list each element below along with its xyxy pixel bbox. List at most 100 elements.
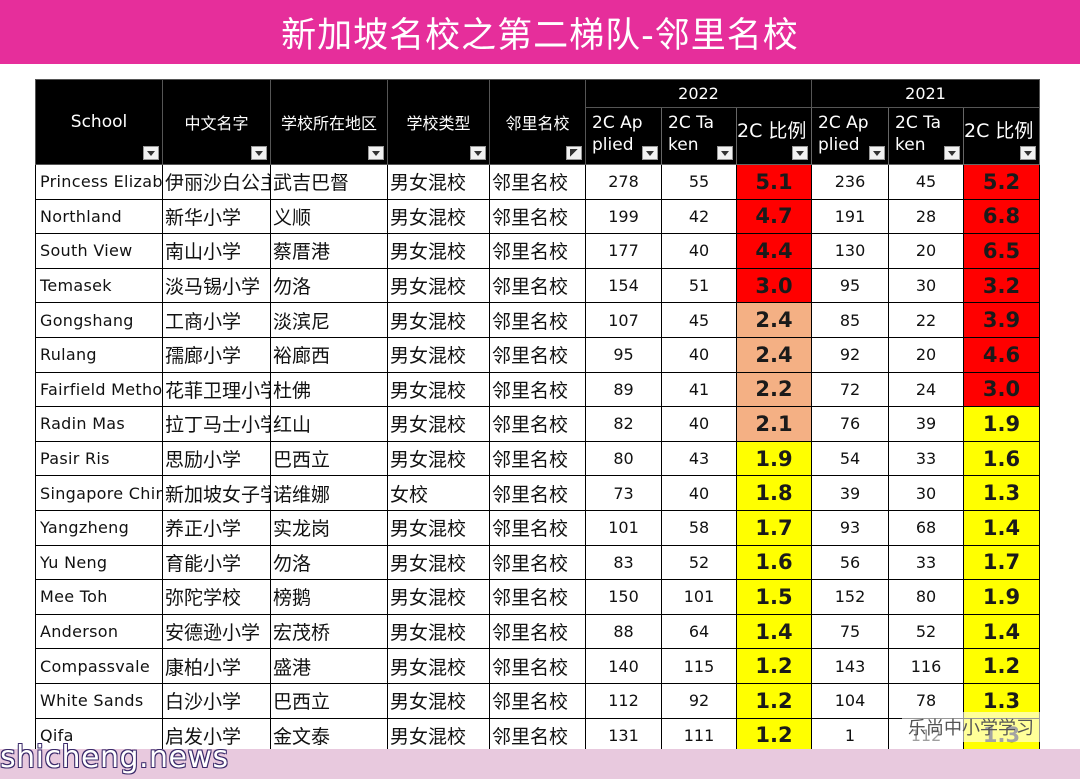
chinese-name-cell: 新华小学 — [162, 198, 271, 235]
applied-2022-cell: 107 — [585, 302, 662, 338]
school-type-cell: 男女混校 — [387, 648, 490, 684]
filter-dropdown-icon[interactable] — [368, 146, 384, 160]
tier-cell: 邻里名校 — [489, 164, 586, 200]
table-row: Singapore Chinese Girls'新加坡女子学校诺维娜女校邻里名校… — [35, 475, 1040, 511]
chinese-name-cell: 孺廊小学 — [162, 336, 271, 373]
col-ratio-2021[interactable]: 2C 比例 — [963, 107, 1040, 165]
col-type[interactable]: 学校类型 — [387, 79, 490, 165]
filter-dropdown-icon[interactable] — [869, 146, 885, 160]
ratio-2021-cell: 6.8 — [963, 198, 1040, 235]
school-type-cell: 男女混校 — [387, 579, 490, 615]
school-table-wrapper: School 中文名字 学校所在地区 学校类型 邻里名校 — [35, 79, 1040, 754]
table-row: Gongshang 工商小学 淡滨尼 男女混校 邻里名校 107 45 2.4 85 22 3.9 — [35, 302, 1040, 338]
ratio-2022-cell: 1.6 — [736, 544, 812, 581]
filter-dropdown-icon[interactable] — [717, 146, 733, 160]
chinese-name-cell: 养正小学 — [162, 509, 271, 546]
region-cell: 巴西立 — [270, 440, 388, 477]
taken-2021-cell: 33 — [888, 544, 964, 581]
school-name-cell: Mee Toh — [35, 579, 163, 615]
col-taken-2022[interactable]: 2C Taken — [661, 107, 737, 165]
taken-2022-cell: 40 — [661, 336, 737, 373]
chinese-name-cell: 育能小学 — [162, 544, 271, 581]
ratio-2021-cell: 5.2 — [963, 164, 1040, 200]
taken-2022-cell: 92 — [661, 682, 737, 719]
region-cell: 武吉巴督 — [270, 164, 388, 200]
school-name-cell: Gongshang — [35, 302, 163, 338]
tier-cell: 邻里名校 — [489, 233, 586, 269]
tier-cell: 邻里名校 — [489, 613, 586, 650]
chinese-name-cell: 安德逊小学 — [162, 613, 271, 650]
region-cell: 勿洛 — [270, 267, 388, 304]
taken-2022-cell: 42 — [661, 198, 737, 235]
bottom-band — [0, 749, 1080, 779]
region-cell: 裕廊西 — [270, 336, 388, 373]
filter-dropdown-icon[interactable] — [470, 146, 486, 160]
col-ratio-2022[interactable]: 2C 比例 — [736, 107, 812, 165]
col-school[interactable]: School — [35, 79, 163, 165]
filter-active-icon[interactable] — [566, 146, 582, 160]
filter-dropdown-icon[interactable] — [642, 146, 658, 160]
applied-2022-cell: 80 — [585, 440, 662, 477]
col-tier[interactable]: 邻里名校 — [489, 79, 586, 165]
filter-dropdown-icon[interactable] — [792, 146, 808, 160]
col-applied-2021[interactable]: 2C Applied — [811, 107, 889, 165]
ratio-2022-cell: 1.4 — [736, 613, 812, 650]
ratio-2022-cell: 1.2 — [736, 682, 812, 719]
table-body: Princess Elizabeth伊丽沙白公主武吉巴督男女混校邻里名校2785… — [35, 164, 1040, 754]
ratio-2021-cell: 4.6 — [963, 336, 1040, 373]
applied-2021-cell: 54 — [811, 440, 889, 477]
ratio-2021-cell: 3.2 — [963, 267, 1040, 304]
applied-2021-cell: 76 — [811, 406, 889, 442]
school-name-cell: Rulang — [35, 336, 163, 373]
filter-dropdown-icon[interactable] — [1020, 146, 1036, 160]
ratio-2021-cell: 3.0 — [963, 371, 1040, 408]
region-cell: 实龙岗 — [270, 509, 388, 546]
applied-2022-cell: 95 — [585, 336, 662, 373]
school-name-cell: Yu Neng — [35, 544, 163, 581]
applied-2022-cell: 140 — [585, 648, 662, 684]
col-applied-2022[interactable]: 2C Applied — [585, 107, 662, 165]
tier-cell: 邻里名校 — [489, 648, 586, 684]
applied-2021-cell: 130 — [811, 233, 889, 269]
ratio-2021-cell: 1.6 — [963, 440, 1040, 477]
chinese-name-cell: 花菲卫理小学 — [162, 371, 271, 408]
tier-cell: 邻里名校 — [489, 336, 586, 373]
chinese-name-cell: 南山小学 — [162, 233, 271, 269]
ratio-2022-cell: 2.2 — [736, 371, 812, 408]
filter-dropdown-icon[interactable] — [944, 146, 960, 160]
taken-2022-cell: 51 — [661, 267, 737, 304]
table-row: Yu Neng 育能小学 勿洛 男女混校 邻里名校 83 52 1.6 56 33 1.7 — [35, 544, 1040, 581]
applied-2022-cell: 83 — [585, 544, 662, 581]
ratio-2021-cell: 1.4 — [963, 613, 1040, 650]
tier-cell: 邻里名校 — [489, 717, 586, 754]
col-taken-2021[interactable]: 2C Taken — [888, 107, 964, 165]
school-type-cell: 男女混校 — [387, 406, 490, 442]
tier-cell: 邻里名校 — [489, 302, 586, 338]
applied-2021-cell: 93 — [811, 509, 889, 546]
applied-2021-cell: 75 — [811, 613, 889, 650]
applied-2022-cell: 154 — [585, 267, 662, 304]
ratio-2022-cell: 4.4 — [736, 233, 812, 269]
school-name-cell: White Sands — [35, 682, 163, 719]
tier-cell: 邻里名校 — [489, 509, 586, 546]
taken-2022-cell: 40 — [661, 233, 737, 269]
ratio-2021-cell: 6.5 — [963, 233, 1040, 269]
source-tag: 乐尚中小学学习 — [902, 712, 1040, 742]
table-row: White Sands 白沙小学 巴西立 男女混校 邻里名校 112 92 1.2 104 78 1… — [35, 682, 1040, 719]
filter-dropdown-icon[interactable] — [251, 146, 267, 160]
taken-2022-cell: 41 — [661, 371, 737, 408]
school-type-cell: 男女混校 — [387, 164, 490, 200]
ratio-2022-cell: 1.2 — [736, 648, 812, 684]
col-region[interactable]: 学校所在地区 — [270, 79, 388, 165]
school-type-cell: 女校 — [387, 475, 490, 511]
filter-dropdown-icon[interactable] — [143, 146, 159, 160]
chinese-name-cell: 弥陀学校 — [162, 579, 271, 615]
region-cell: 义顺 — [270, 198, 388, 235]
applied-2022-cell: 177 — [585, 233, 662, 269]
school-type-cell: 男女混校 — [387, 371, 490, 408]
col-cn-name[interactable]: 中文名字 — [162, 79, 271, 165]
school-type-cell: 男女混校 — [387, 544, 490, 581]
region-cell: 榜鹅 — [270, 579, 388, 615]
chinese-name-cell: 启发小学 — [162, 717, 271, 754]
table-row: Temasek 淡马锡小学 勿洛 男女混校 邻里名校 154 51 3.0 95 30 3.2 — [35, 267, 1040, 304]
